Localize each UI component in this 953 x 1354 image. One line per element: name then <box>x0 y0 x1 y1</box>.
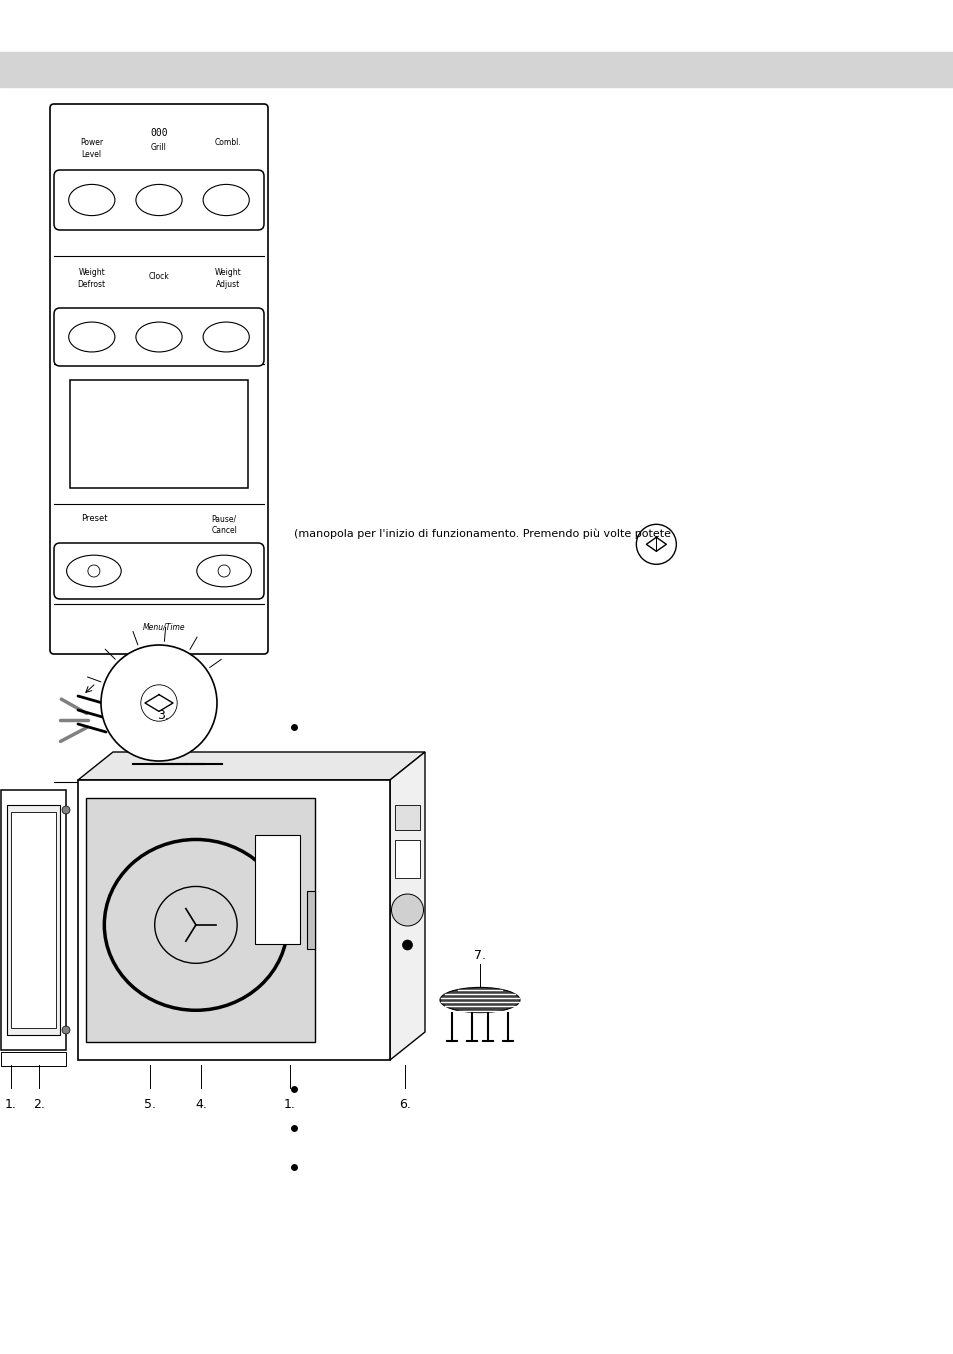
Ellipse shape <box>439 987 519 1013</box>
Ellipse shape <box>203 184 249 215</box>
Bar <box>11 812 56 1028</box>
Circle shape <box>402 940 412 951</box>
Bar <box>1 1052 66 1066</box>
Text: 1.: 1. <box>5 1098 17 1112</box>
Bar <box>307 891 314 949</box>
FancyBboxPatch shape <box>54 307 264 366</box>
Bar <box>7 806 60 1034</box>
Ellipse shape <box>135 322 182 352</box>
Text: 1.: 1. <box>284 1098 295 1112</box>
Text: Combl.: Combl. <box>214 138 241 148</box>
Text: Power: Power <box>80 138 103 148</box>
Text: Level: Level <box>82 150 102 158</box>
Text: (manopola per l'inizio di funzionamento. Premendo più volte potete: (manopola per l'inizio di funzionamento.… <box>294 528 670 539</box>
Bar <box>254 834 299 944</box>
Bar <box>70 380 248 487</box>
FancyBboxPatch shape <box>54 543 264 598</box>
Ellipse shape <box>196 555 252 586</box>
Text: 6.: 6. <box>398 1098 411 1112</box>
Text: 7.: 7. <box>474 949 485 961</box>
Text: 000: 000 <box>150 129 168 138</box>
Text: Weight: Weight <box>78 268 105 278</box>
FancyBboxPatch shape <box>50 104 268 654</box>
Text: Adjust: Adjust <box>216 280 240 288</box>
Ellipse shape <box>67 555 121 586</box>
Ellipse shape <box>203 322 249 352</box>
Bar <box>0 51 953 87</box>
Circle shape <box>391 894 423 926</box>
Text: 4.: 4. <box>194 1098 207 1112</box>
Circle shape <box>218 565 230 577</box>
Bar <box>1 789 66 1049</box>
Circle shape <box>62 806 70 814</box>
Polygon shape <box>390 751 424 1060</box>
Text: Weight: Weight <box>214 268 241 278</box>
Circle shape <box>101 645 216 761</box>
FancyBboxPatch shape <box>54 171 264 230</box>
Bar <box>78 780 390 1060</box>
Text: Cancel: Cancel <box>211 525 236 535</box>
Bar <box>395 806 419 830</box>
Text: 3.: 3. <box>157 709 169 722</box>
Text: Clock: Clock <box>149 272 170 282</box>
Bar <box>86 798 314 1043</box>
Text: Pause/: Pause/ <box>212 515 236 523</box>
Ellipse shape <box>69 184 114 215</box>
Text: Preset: Preset <box>81 515 107 523</box>
Circle shape <box>88 565 100 577</box>
Text: 2.: 2. <box>33 1098 45 1112</box>
Bar <box>395 839 419 877</box>
Text: Menu/Time: Menu/Time <box>143 621 185 631</box>
Text: 5.: 5. <box>144 1098 156 1112</box>
Polygon shape <box>78 751 424 780</box>
Circle shape <box>62 1026 70 1034</box>
Text: Grill: Grill <box>151 144 167 152</box>
Circle shape <box>636 524 676 565</box>
Ellipse shape <box>69 322 114 352</box>
Text: Defrost: Defrost <box>77 280 106 288</box>
Ellipse shape <box>135 184 182 215</box>
